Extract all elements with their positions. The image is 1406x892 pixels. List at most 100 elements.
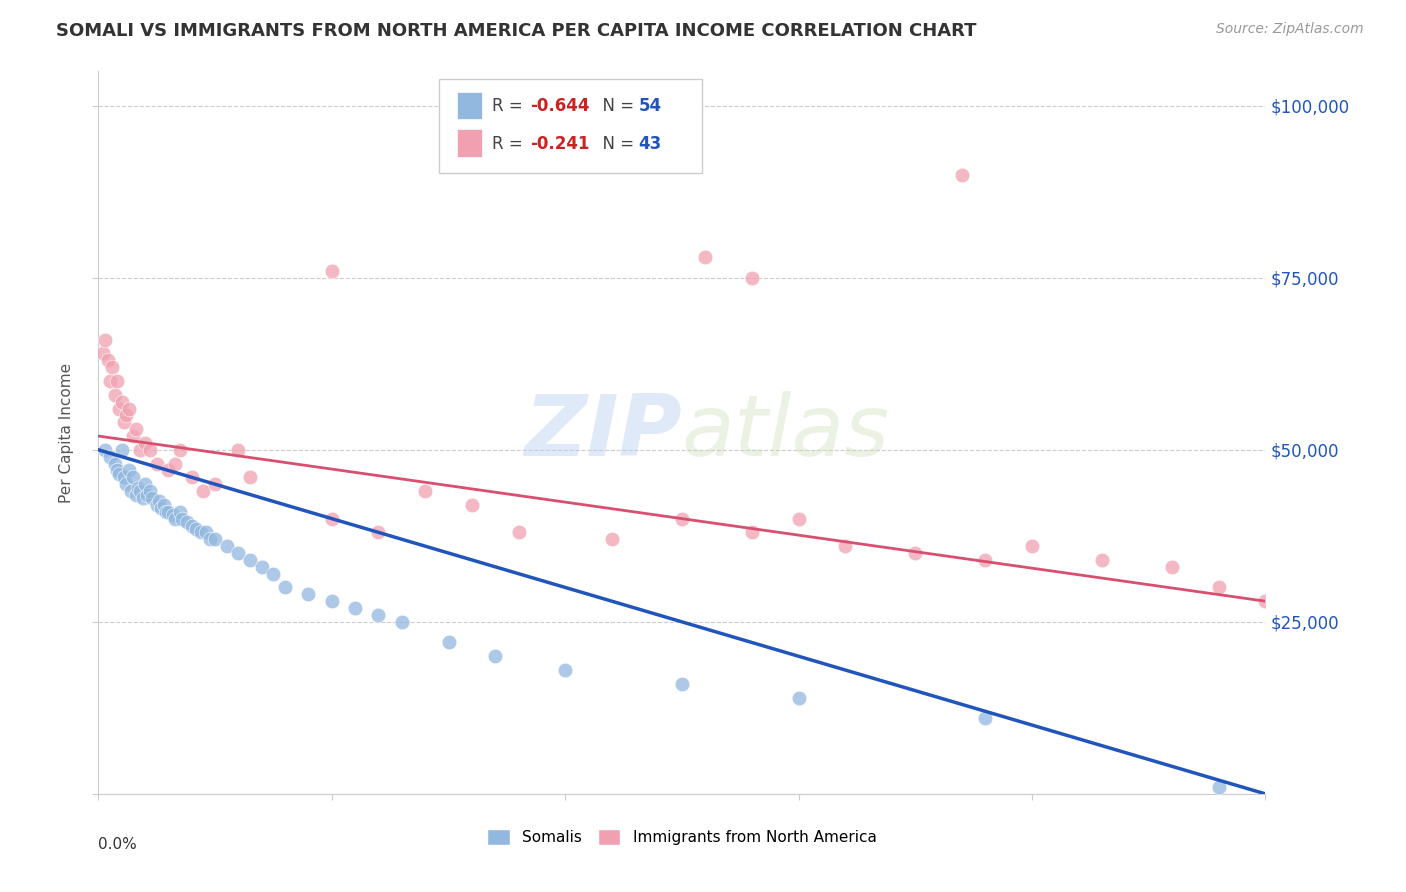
Point — [1091, 553, 1114, 567]
Point — [132, 491, 155, 505]
Point — [104, 388, 127, 402]
Point — [974, 711, 997, 725]
Point — [974, 553, 997, 567]
Point — [787, 511, 810, 525]
Point — [741, 525, 763, 540]
Point — [1161, 559, 1184, 574]
Point — [671, 511, 693, 525]
Point — [1208, 581, 1230, 595]
Point — [904, 546, 927, 560]
Point — [104, 457, 127, 471]
Point — [105, 463, 128, 477]
Point — [215, 539, 238, 553]
Point — [391, 615, 413, 629]
Point — [321, 511, 343, 525]
Point — [146, 498, 169, 512]
Point — [141, 491, 163, 505]
Legend: Somalis, Immigrants from North America: Somalis, Immigrants from North America — [481, 823, 883, 851]
Point — [508, 525, 530, 540]
Point — [200, 533, 222, 547]
Point — [172, 511, 194, 525]
Point — [91, 346, 114, 360]
Point — [484, 649, 506, 664]
Point — [94, 333, 117, 347]
Point — [554, 663, 576, 677]
Point — [461, 498, 484, 512]
Text: 0.0%: 0.0% — [98, 838, 138, 852]
Point — [239, 470, 262, 484]
Point — [129, 442, 152, 457]
Point — [176, 515, 198, 529]
Point — [139, 442, 162, 457]
Point — [120, 484, 142, 499]
Point — [204, 477, 226, 491]
Point — [112, 415, 135, 429]
Point — [105, 374, 128, 388]
Text: ZIP: ZIP — [524, 391, 682, 475]
Point — [695, 250, 717, 264]
Point — [204, 533, 226, 547]
Point — [98, 450, 121, 464]
Point — [321, 264, 343, 278]
Text: N =: N = — [592, 97, 640, 115]
Point — [101, 360, 124, 375]
Text: R =: R = — [492, 97, 527, 115]
Point — [274, 581, 297, 595]
Point — [155, 505, 177, 519]
Text: 54: 54 — [638, 97, 662, 115]
Point — [134, 477, 156, 491]
Point — [297, 587, 319, 601]
Point — [111, 442, 134, 457]
Point — [122, 470, 145, 484]
Point — [1254, 594, 1277, 608]
Point — [157, 463, 180, 477]
Y-axis label: Per Capita Income: Per Capita Income — [59, 362, 75, 503]
Point — [129, 484, 152, 499]
Point — [344, 601, 367, 615]
Point — [787, 690, 810, 705]
Point — [180, 470, 202, 484]
Point — [122, 429, 145, 443]
Point — [152, 498, 174, 512]
Point — [139, 484, 162, 499]
Text: atlas: atlas — [682, 391, 890, 475]
Text: -0.644: -0.644 — [530, 97, 589, 115]
FancyBboxPatch shape — [439, 78, 702, 172]
Point — [367, 607, 389, 622]
Point — [118, 463, 141, 477]
Point — [228, 546, 250, 560]
Point — [250, 559, 273, 574]
Point — [125, 422, 148, 436]
Point — [112, 470, 135, 484]
Point — [136, 487, 159, 501]
Point — [1208, 780, 1230, 794]
Point — [98, 374, 121, 388]
Text: SOMALI VS IMMIGRANTS FROM NORTH AMERICA PER CAPITA INCOME CORRELATION CHART: SOMALI VS IMMIGRANTS FROM NORTH AMERICA … — [56, 22, 977, 40]
Point — [834, 539, 856, 553]
Point — [94, 442, 117, 457]
Point — [228, 442, 250, 457]
Point — [180, 518, 202, 533]
Point — [169, 442, 191, 457]
Text: R =: R = — [492, 135, 527, 153]
Point — [115, 409, 138, 423]
Point — [127, 481, 149, 495]
Text: Source: ZipAtlas.com: Source: ZipAtlas.com — [1216, 22, 1364, 37]
Point — [950, 168, 973, 182]
Point — [437, 635, 460, 649]
Text: -0.241: -0.241 — [530, 135, 589, 153]
Point — [162, 508, 184, 523]
Point — [111, 394, 134, 409]
FancyBboxPatch shape — [457, 129, 482, 157]
Point — [239, 553, 262, 567]
Point — [671, 677, 693, 691]
Point — [190, 525, 212, 540]
Point — [600, 533, 623, 547]
Point — [115, 477, 138, 491]
Text: 43: 43 — [638, 135, 662, 153]
Point — [194, 525, 217, 540]
Point — [165, 457, 187, 471]
Point — [146, 457, 169, 471]
Point — [741, 270, 763, 285]
Point — [169, 505, 191, 519]
